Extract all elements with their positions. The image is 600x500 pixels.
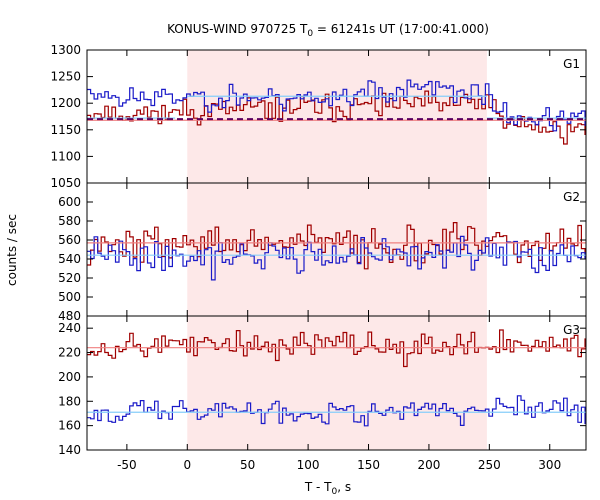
y-tick-label: 160 — [58, 419, 81, 433]
y-tick-label: 580 — [58, 214, 81, 228]
y-tick-label: 140 — [58, 443, 81, 457]
panel-g3 — [87, 329, 586, 427]
y-tick-label: 1300 — [50, 43, 81, 57]
y-axis-label: counts / sec — [5, 214, 19, 286]
panel-frame-g3 — [86, 315, 587, 451]
y-tick-label: 1200 — [50, 96, 81, 110]
x-tick-label: 0 — [183, 458, 191, 472]
y-tick-label: 520 — [58, 271, 81, 285]
panel-label: G2 — [563, 190, 580, 204]
y-tick-label: 240 — [58, 321, 81, 335]
x-tick-label: 250 — [478, 458, 501, 472]
y-tick-label: 1050 — [50, 176, 81, 190]
panel-g1 — [87, 79, 586, 145]
x-tick-label: 150 — [357, 458, 380, 472]
panel-label: G3 — [563, 323, 580, 337]
y-tick-label: 1100 — [50, 149, 81, 163]
series-red-g3 — [87, 329, 586, 368]
y-tick-label: 600 — [58, 195, 81, 209]
x-tick-label: 300 — [538, 458, 561, 472]
x-tick-label: -50 — [117, 458, 137, 472]
x-tick-label: 50 — [240, 458, 255, 472]
y-tick-label: 220 — [58, 346, 81, 360]
burst-interval-shade — [187, 50, 487, 450]
series-blue-g1 — [87, 79, 586, 132]
panel-g2 — [87, 222, 586, 281]
x-axis-label: T - T0, s — [304, 480, 351, 497]
panel-label: G1 — [563, 57, 580, 71]
y-tick-label: 1250 — [50, 70, 81, 84]
series-blue-g2 — [87, 235, 586, 281]
x-tick-label: 200 — [417, 458, 440, 472]
chart-title: KONUS-WIND 970725 T0 = 61241s UT (17:00:… — [167, 22, 489, 39]
series-blue-g3 — [87, 395, 586, 427]
y-tick-label: 480 — [58, 309, 81, 323]
y-tick-label: 1150 — [50, 123, 81, 137]
y-tick-label: 560 — [58, 233, 81, 247]
x-tick-label: 100 — [297, 458, 320, 472]
y-tick-label: 200 — [58, 370, 81, 384]
y-tick-label: 180 — [58, 394, 81, 408]
series-red-g1 — [87, 90, 586, 145]
y-tick-label: 500 — [58, 290, 81, 304]
y-tick-label: 540 — [58, 252, 81, 266]
